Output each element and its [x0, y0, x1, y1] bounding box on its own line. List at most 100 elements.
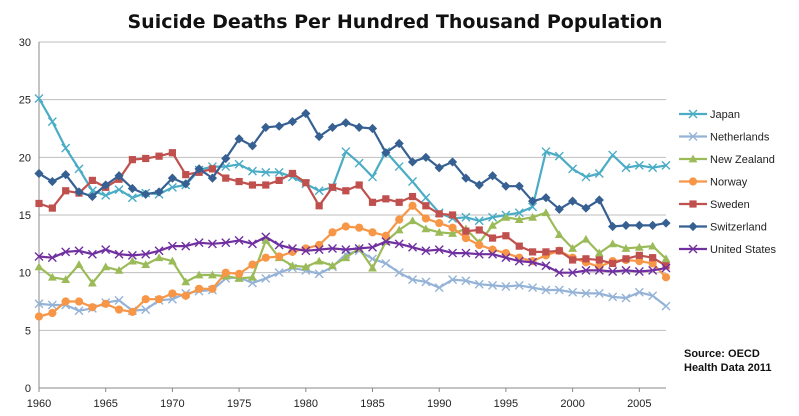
data-point-united-states [621, 265, 631, 275]
data-point-sweden [649, 254, 657, 262]
data-point-japan [394, 162, 404, 172]
series-switzerland [34, 108, 671, 232]
data-point-switzerland [527, 196, 538, 206]
data-point-new-zealand [194, 270, 204, 279]
data-point-new-zealand [208, 270, 217, 279]
data-point-switzerland [608, 221, 618, 232]
series-group [34, 94, 671, 321]
data-point-new-zealand [154, 253, 164, 262]
data-point-netherlands [621, 293, 631, 303]
data-point-netherlands [514, 280, 524, 290]
data-point-sweden [515, 242, 523, 250]
data-point-new-zealand [141, 260, 151, 268]
data-point-norway [154, 295, 164, 304]
data-point-switzerland [621, 220, 631, 230]
data-point-japan [554, 151, 564, 161]
data-point-sweden [275, 176, 283, 184]
data-point-sweden [302, 179, 310, 187]
data-point-japan [488, 212, 498, 222]
chart-title: Suicide Deaths Per Hundred Thousand Popu… [128, 11, 663, 33]
data-point-switzerland [661, 218, 671, 228]
data-point-japan [568, 164, 578, 174]
data-point-sweden [235, 177, 243, 186]
data-point-new-zealand [501, 212, 511, 221]
data-point-switzerland [314, 131, 324, 142]
data-point-united-states [127, 250, 137, 260]
data-point-united-states [101, 245, 111, 255]
legend-label: Netherlands [710, 132, 770, 144]
data-point-japan [408, 177, 418, 187]
data-point-switzerland [461, 173, 471, 183]
data-point-japan [61, 143, 71, 153]
data-point-netherlands [501, 282, 511, 292]
data-point-japan [127, 193, 137, 203]
data-point-sweden [382, 195, 390, 203]
data-point-switzerland [541, 193, 551, 203]
data-point-united-states [581, 265, 591, 275]
data-point-new-zealand [181, 277, 191, 286]
data-point-new-zealand [541, 208, 551, 217]
data-point-united-states [207, 239, 217, 249]
data-point-new-zealand [261, 235, 271, 244]
data-point-sweden [462, 227, 470, 235]
legend-item-norway: Norway [679, 177, 748, 189]
series-line-united-states [38, 235, 667, 274]
data-point-new-zealand [408, 216, 417, 225]
data-point-norway [408, 201, 417, 210]
data-point-netherlands [47, 300, 57, 310]
data-point-netherlands [74, 306, 84, 316]
x-tick-label: 1995 [494, 398, 518, 410]
data-point-sweden [448, 211, 457, 219]
data-point-united-states [488, 249, 498, 259]
data-point-sweden [555, 247, 563, 255]
data-point-japan [274, 167, 284, 177]
data-point-new-zealand [528, 212, 537, 221]
legend-item-switzerland: Switzerland [679, 222, 767, 234]
data-point-japan [474, 216, 484, 226]
data-point-united-states [141, 249, 151, 259]
data-point-norway [208, 284, 217, 293]
data-point-united-states [461, 248, 471, 258]
data-point-sweden [288, 169, 297, 178]
data-point-netherlands [114, 295, 124, 305]
data-point-united-states [501, 253, 511, 263]
data-point-netherlands [594, 288, 604, 298]
data-point-sweden [62, 187, 70, 195]
legend-label: Switzerland [710, 222, 767, 234]
data-point-netherlands [608, 292, 618, 302]
data-point-sweden [35, 199, 43, 208]
data-point-united-states [234, 235, 244, 245]
x-tick-label: 2005 [627, 398, 651, 410]
data-point-netherlands [274, 268, 284, 278]
data-point-switzerland [127, 183, 137, 194]
data-point-united-states [448, 248, 458, 258]
data-point-united-states [394, 239, 404, 249]
data-point-norway [48, 308, 57, 318]
data-point-sweden [609, 259, 617, 268]
data-point-switzerland [447, 157, 458, 167]
data-point-switzerland [354, 122, 364, 132]
data-point-norway [114, 305, 124, 314]
data-point-norway [368, 228, 377, 237]
data-point-new-zealand [648, 241, 658, 250]
data-point-norway [341, 222, 350, 231]
data-point-united-states [554, 268, 564, 278]
data-point-japan [114, 185, 124, 195]
data-point-new-zealand [581, 234, 591, 243]
data-point-united-states [341, 245, 351, 255]
source-note-line-1: Source: OECD [684, 348, 760, 360]
data-point-japan [661, 160, 671, 170]
data-point-netherlands [634, 287, 644, 297]
data-point-switzerland [141, 189, 151, 199]
data-point-new-zealand [421, 224, 431, 233]
data-point-switzerland [327, 122, 338, 132]
data-point-norway [355, 223, 364, 232]
data-point-united-states [221, 238, 231, 248]
data-point-switzerland [407, 157, 418, 167]
data-point-united-states [167, 241, 177, 251]
data-point-japan [341, 147, 351, 157]
data-point-united-states [594, 265, 604, 275]
data-point-sweden [395, 198, 403, 206]
data-point-netherlands [434, 283, 444, 293]
data-point-united-states [34, 252, 44, 262]
